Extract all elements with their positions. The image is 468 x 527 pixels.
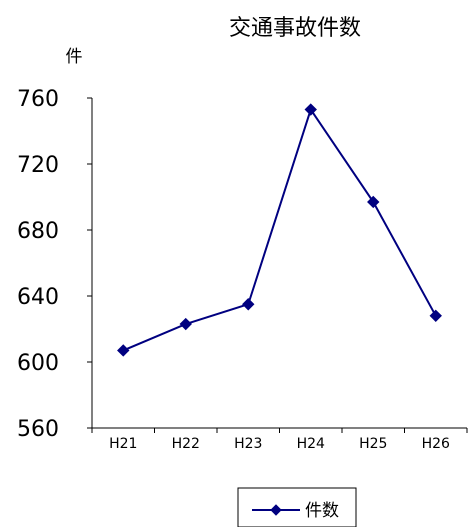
series-line	[122, 107, 437, 352]
x-tick-label: H22	[172, 436, 200, 452]
data-point-marker	[179, 317, 192, 331]
y-axis-label: 件	[66, 47, 83, 67]
y-tick-label: 600	[17, 351, 59, 376]
x-tick-label: H23	[234, 436, 262, 452]
x-tick-label: H26	[422, 436, 450, 452]
y-tick-label: 680	[17, 219, 59, 244]
legend: 件数	[237, 487, 357, 527]
y-tick-label: 720	[17, 153, 59, 178]
data-point-marker	[429, 309, 442, 323]
y-tick-label: 640	[17, 285, 59, 310]
data-point-marker	[367, 195, 380, 209]
x-tick-label: H25	[359, 436, 387, 452]
y-tick-label: 560	[17, 417, 59, 442]
data-point-marker	[304, 103, 317, 116]
x-tick-label: H21	[109, 436, 137, 452]
y-tick-label: 760	[17, 87, 59, 112]
legend-diamond-marker	[270, 504, 282, 516]
x-axis-ticks: H21 H22 H23 H24 H25 H26	[91, 428, 468, 452]
y-axis-ticks: 760 720 680 640 600 560	[17, 87, 92, 442]
legend-series-name: 件数	[305, 501, 339, 521]
x-tick-label: H24	[297, 436, 325, 452]
chart-title: 交通事故件数	[229, 16, 361, 41]
data-point-marker	[242, 298, 255, 311]
data-point-marker	[117, 344, 130, 357]
series-layer	[117, 103, 442, 357]
legend-box	[237, 487, 357, 527]
